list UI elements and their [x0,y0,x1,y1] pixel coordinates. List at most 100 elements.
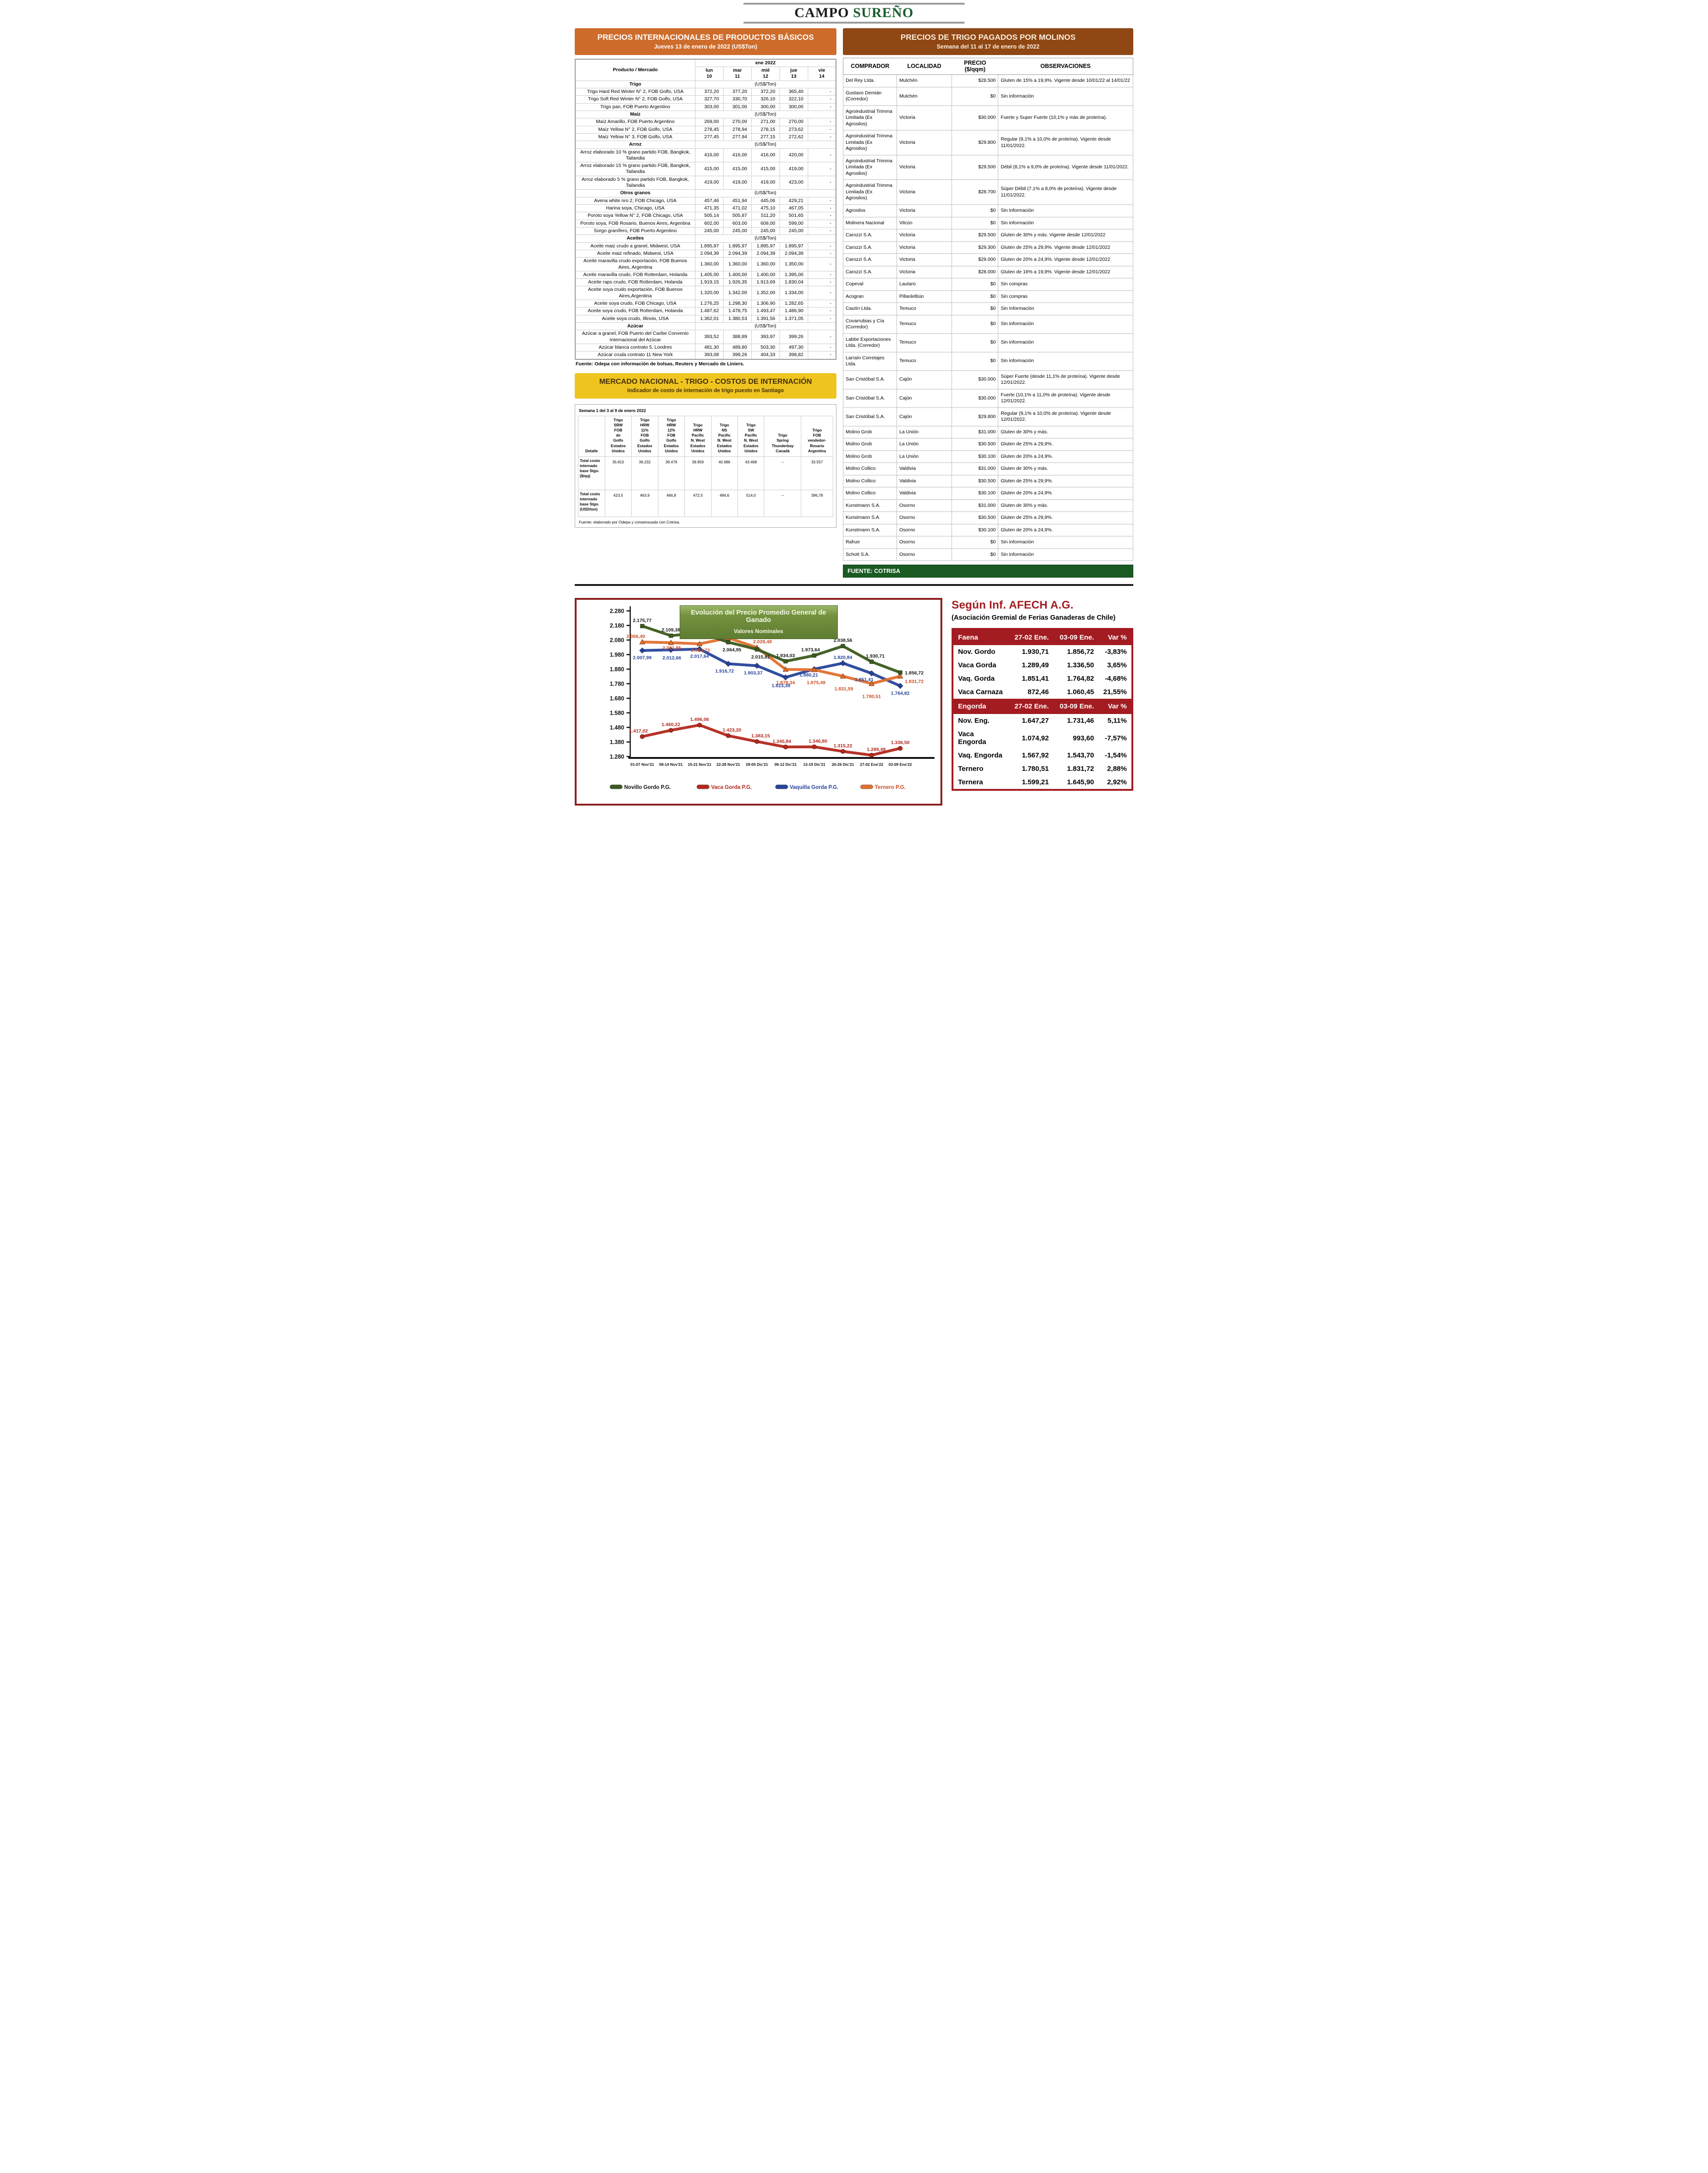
localidad: Cajón [896,370,952,389]
legend-item-1: Vaca Gorda P.G. [696,785,752,790]
localidad: Pillanlelbún [896,290,952,303]
price-value: 1.926,35 [723,278,752,287]
price-row: Aceite soya crudo, Illinois, USA 1.362,01… [575,314,836,323]
price-value: 416,00 [751,148,780,163]
price-value: 603,00 [723,219,752,228]
price-value: - [807,197,836,205]
afech-data-row: Nov. Eng. 1.647,27 1.731,46 5,11% [952,714,1132,727]
price-value: 300,00 [751,103,780,111]
comprador: Agroindustrial Trimma Limitada (Ex Agros… [843,130,897,155]
international-title: PRECIOS INTERNACIONALES DE PRODUCTOS BÁS… [597,32,814,42]
section-name: Azúcar [575,322,695,331]
afech-value-week1: 1.647,27 [1021,717,1049,725]
day-header: jue 13 [779,67,808,81]
price-value: 1.306,90 [751,300,780,308]
svg-text:1.920,84: 1.920,84 [834,656,853,661]
molino-row: Covarrubias y Cía (Corredor) Temuco $0 Sin … [843,314,1133,334]
afech-value-week1: 1.780,51 [1021,765,1049,773]
col-localidad: LOCALIDAD [897,58,952,75]
price-row: Trigo Hard Red Winter N° 2, FOB Golfo, U… [575,87,836,96]
localidad: Valdivia [896,487,952,500]
section-unit: (US$/Ton) [694,234,836,243]
precio: $29.800 [952,407,999,426]
price-value: - [807,212,836,220]
afech-value-week2: 1.731,46 [1067,717,1094,725]
precio: $28.700 [952,179,999,205]
afech-value-week2: 1.060,45 [1067,688,1094,696]
afech-var: 3,65% [1107,661,1127,670]
svg-text:2.015,81: 2.015,81 [751,655,770,660]
molino-row: Molino Grob La Unión $31.000 Gluten de 30% … [843,425,1133,439]
price-value: 278,94 [723,125,752,134]
price-value: 1.395,00 [779,271,808,279]
price-row: Aceite maravilla crudo, FOB Rotterdam, H… [575,271,836,279]
internacion-col-header: Trigo SRW FOB de Golfo Estados Unidos [604,415,632,457]
afech-category: Vaq. Engorda [958,751,1002,760]
price-value: 1.352,00 [751,286,780,301]
price-value: 602,00 [694,219,724,228]
afech-data-row: Nov. Gordo 1.930,71 1.856,72 -3,83% [952,645,1132,659]
svg-text:1.875,49: 1.875,49 [807,681,826,686]
price-value: - [807,133,836,142]
svg-text:1.831,59: 1.831,59 [835,687,854,692]
observaciones: Gluten de 25% a 29,9%. [998,438,1133,451]
localidad: Victoria [896,105,952,131]
molino-row: Carozzi S.A. Victoria $28.000 Gluten de 16%… [843,265,1133,279]
precio: $30.500 [952,474,999,488]
price-row: Maíz Yellow N° 3, FOB Golfo, USA 277,45 27… [575,133,836,142]
afech-data-row: Vaq. Gorda 1.851,41 1.764,82 -4,68% [952,672,1132,685]
afech-value-week2: 1.831,72 [1067,765,1094,773]
price-value: 505,87 [723,212,752,220]
comprador: Carozzi S.A. [843,229,897,242]
product-name: Aceite soya crudo, FOB Chicago, USA [575,300,695,308]
internacion-col-header: Trigo HRW Pacific N. West Estados Unidos [684,415,712,457]
bottom-section: Evolución del Precio Promedio General de… [569,586,1139,817]
localidad: Victoria [896,130,952,155]
price-value: 365,40 [779,87,808,96]
precio: $0 [952,204,999,217]
left-column: PRECIOS INTERNACIONALES DE PRODUCTOS BÁS… [575,28,836,528]
internacion-source: Fuente: elaborado por Odepa y consensuad… [579,519,680,524]
product-name: Azúcar blanca contrato 5, Londres [575,343,695,352]
observaciones: Débil (8,1% a 9,0% de proteína). Vigente… [998,154,1133,180]
price-value: 1.895,97 [723,242,752,250]
svg-text:1.417,02: 1.417,02 [629,729,648,734]
svg-text:2.180: 2.180 [610,622,624,629]
localidad: Cajón [896,407,952,426]
price-value: 416,00 [694,148,724,163]
price-value: 419,00 [694,175,724,190]
afech-var: 2,88% [1107,765,1127,773]
afech-section-label: Faena [952,629,1008,646]
precio: $30.000 [952,388,999,408]
comprador: Molino Collico [843,487,897,500]
molino-row: Cautín Ltda. Temuco $0 Sin Información [843,302,1133,315]
price-value: 2.094,39 [751,249,780,258]
product-market-header: Producto / Mercado [575,59,695,81]
price-value: 277,15 [751,133,780,142]
price-value: 393,97 [751,330,780,344]
afech-panel: Según Inf. AFECH A.G. (Asociación Gremia… [952,598,1133,791]
masthead-sureno: SUREÑO [853,5,914,20]
product-name: Maíz Yellow N° 2, FOB Golfo, USA [575,125,695,134]
week-label: Semana 1 del 3 al 9 de enero 2022 [579,408,646,413]
svg-text:Vaquilla Gorda P.G.: Vaquilla Gorda P.G. [790,785,838,790]
observaciones: Sin información [998,86,1133,106]
precio: $29.800 [952,130,999,155]
svg-text:2.280: 2.280 [610,608,624,615]
col-comprador: COMPRADOR [843,58,897,75]
page: { "colors":{ "orange_banner":"#CE6C2B","… [569,0,1139,817]
price-value: 503,30 [751,343,780,352]
precio: $30.000 [952,370,999,389]
price-value: 1.350,00 [779,257,808,271]
price-value: - [807,242,836,250]
price-row: Sorgo granífero, FOB Puerto Argentino 245… [575,227,836,235]
product-name: Aceite maravilla crudo, FOB Rotterdam, H… [575,271,695,279]
comprador: Carozzi S.A. [843,265,897,279]
chart-title-banner: Evolución del Precio Promedio General de… [679,605,838,640]
comprador: Gustavo Demián (Corredor) [843,86,897,106]
afech-value-week1: 1.567,92 [1021,751,1049,760]
localidad: Temuco [896,314,952,334]
comprador: Molino Grob [843,450,897,463]
price-value: 2.094,39 [779,249,808,258]
svg-text:1.380: 1.380 [610,739,624,745]
